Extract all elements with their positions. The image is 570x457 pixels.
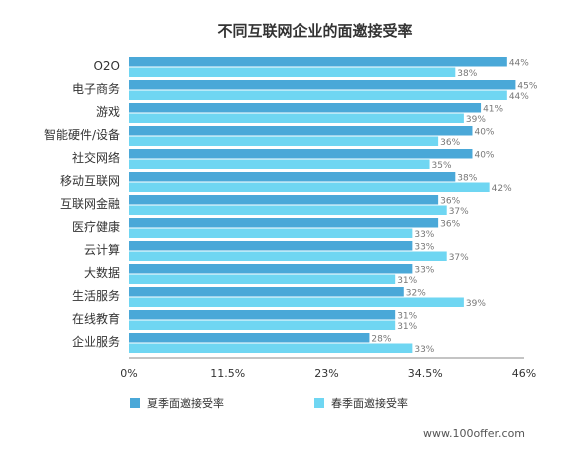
data-label: 40% (474, 128, 494, 138)
data-label: 31% (397, 276, 417, 286)
data-label: 39% (466, 299, 486, 309)
data-label: 31% (397, 312, 417, 322)
bar-spring (129, 297, 464, 307)
x-tick-label: 34.5% (408, 367, 443, 380)
bar-summer (129, 218, 439, 228)
legend-label: 春季面邀接受率 (331, 396, 408, 410)
data-label: 45% (517, 82, 537, 92)
bar-spring (129, 274, 396, 284)
data-label: 33% (414, 266, 434, 276)
category-label: 移动互联网 (60, 174, 120, 188)
bar-spring (129, 113, 464, 123)
data-label: 37% (449, 207, 469, 217)
category-label: 云计算 (84, 242, 120, 257)
bar-summer (129, 333, 370, 343)
bar-summer (129, 287, 404, 297)
bar-spring (129, 320, 396, 330)
x-tick-label: 46% (512, 367, 536, 380)
x-tick-label: 23% (314, 367, 338, 380)
data-label: 36% (440, 197, 460, 207)
bar-summer (129, 149, 473, 159)
category-label: 游戏 (96, 105, 120, 119)
bar-summer (129, 172, 456, 182)
legend-swatch (130, 398, 140, 408)
data-label: 44% (509, 59, 529, 69)
bar-summer (129, 264, 413, 274)
category-label: 医疗健康 (72, 219, 120, 234)
bar-summer (129, 241, 413, 251)
legend: 夏季面邀接受率 春季面邀接受率 (130, 396, 408, 410)
data-label: 35% (432, 161, 452, 171)
data-label: 28% (371, 335, 391, 345)
category-label: 智能硬件/设备 (44, 127, 120, 142)
data-label: 37% (449, 253, 469, 263)
legend-swatch (314, 398, 324, 408)
data-label: 33% (414, 243, 434, 253)
category-label: 社交网络 (72, 150, 120, 165)
bar-summer (129, 126, 473, 136)
data-label: 38% (457, 69, 477, 79)
legend-label: 夏季面邀接受率 (147, 396, 224, 410)
category-label: 在线教育 (72, 311, 120, 326)
category-label: 互联网金融 (60, 196, 120, 211)
category-label: 大数据 (84, 265, 120, 280)
chart-title: 不同互联网企业的面邀接受率 (217, 22, 412, 40)
category-label: O2O (93, 59, 120, 73)
data-label: 32% (406, 289, 426, 299)
data-label: 41% (483, 105, 503, 115)
bar-spring (129, 136, 439, 146)
data-label: 33% (414, 345, 434, 355)
bar-spring (129, 90, 507, 100)
category-label: 生活服务 (72, 288, 120, 303)
data-label: 42% (492, 184, 512, 194)
x-axis-ticks: 0% 11.5% 23% 34.5% 46% (120, 367, 536, 380)
bar-spring (129, 205, 447, 215)
bar-spring (129, 182, 490, 192)
data-label: 36% (440, 138, 460, 148)
watermark-text: www.100offer.com (423, 427, 525, 440)
bar-summer (129, 57, 507, 67)
data-label: 40% (474, 151, 494, 161)
category-label: 企业服务 (72, 334, 120, 349)
data-label: 44% (509, 92, 529, 102)
bar-spring (129, 228, 413, 238)
data-label: 39% (466, 115, 486, 125)
bar-summer (129, 103, 482, 113)
data-label: 33% (414, 230, 434, 240)
bar-spring (129, 159, 430, 169)
bars-layer: O2O 44%38%电子商务 45%44%游戏 41%39%智能硬件/设备 40%36%… (44, 57, 538, 355)
x-tick-label: 11.5% (210, 367, 245, 380)
data-label: 31% (397, 322, 417, 332)
bar-spring (129, 251, 447, 261)
data-label: 36% (440, 220, 460, 230)
bar-spring (129, 343, 413, 353)
x-tick-label: 0% (120, 367, 137, 380)
bar-summer (129, 310, 396, 320)
bar-summer (129, 195, 439, 205)
bar-summer (129, 80, 516, 90)
bar-spring (129, 67, 456, 77)
category-label: 电子商务 (72, 81, 120, 96)
data-label: 38% (457, 174, 477, 184)
